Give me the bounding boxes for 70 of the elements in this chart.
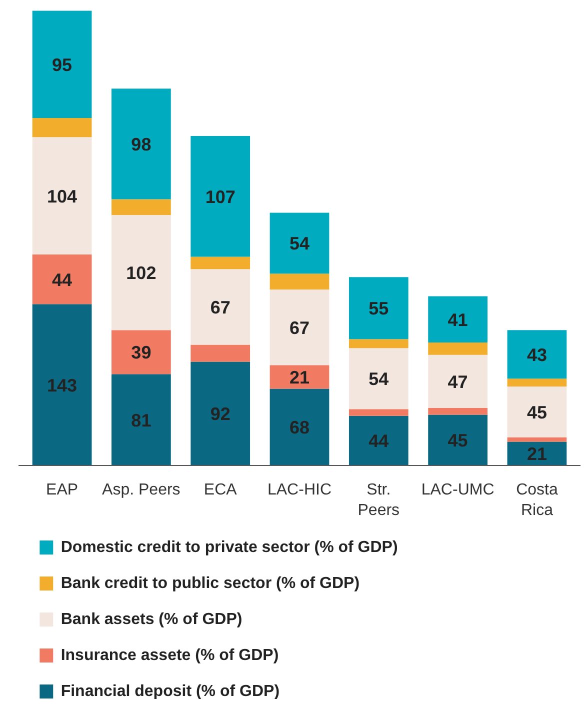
bar: [428, 296, 488, 343]
bar: [348, 416, 408, 466]
bar: [112, 199, 171, 216]
data-label: 104: [47, 186, 78, 206]
bar: [32, 254, 92, 304]
bar: [190, 256, 250, 270]
bar: [270, 274, 330, 290]
data-label: 67: [210, 297, 230, 318]
bar: [348, 339, 408, 348]
data-label: 102: [126, 263, 156, 284]
x-tick-label: EAP: [46, 482, 78, 498]
x-tick-label: Asp. Peers: [102, 482, 180, 498]
bar: [112, 215, 171, 330]
data-label: 45: [448, 430, 468, 451]
data-label: 143: [47, 375, 78, 396]
legend-label: Financial deposit (% of GDP): [60, 683, 280, 700]
data-label: 68: [289, 418, 310, 438]
bar: [507, 378, 567, 387]
bar: [32, 137, 92, 254]
bar: [270, 289, 330, 366]
bar: [348, 348, 408, 410]
data-label: 41: [448, 310, 468, 330]
bar: [32, 118, 92, 138]
data-label: 54: [368, 369, 389, 390]
legend-label: Domestic credit to private sector (% of GDP): [60, 539, 398, 556]
data-label: 21: [289, 367, 310, 388]
bar: [348, 277, 408, 340]
bar: [507, 330, 567, 379]
bar: [507, 386, 567, 438]
legend-label: Bank assets (% of GDP): [60, 611, 242, 628]
legend-label: Insurance assete (% of GDP): [60, 647, 279, 664]
bar: [32, 10, 92, 118]
bar: [112, 374, 171, 466]
data-label: 98: [131, 134, 152, 154]
data-label: 95: [52, 54, 72, 75]
bar: [112, 88, 171, 200]
x-tick-label: Str. Peers: [358, 482, 400, 519]
data-label: 44: [368, 431, 389, 452]
bar: [190, 136, 250, 257]
bar: [112, 330, 171, 374]
data-label: 44: [52, 270, 72, 290]
data-label: 21: [526, 444, 547, 464]
bar: [348, 409, 408, 416]
bar: [270, 365, 330, 389]
bar: [428, 354, 488, 408]
data-label: 92: [210, 404, 230, 424]
data-label: 67: [289, 318, 310, 338]
data-label: 43: [526, 344, 547, 365]
bar: [190, 362, 250, 466]
bar: [428, 342, 488, 355]
bar: [507, 437, 567, 442]
x-tick-label: Costa Rica: [516, 482, 558, 519]
bar: [270, 388, 330, 466]
x-tick-label: LAC-UMC: [421, 482, 494, 498]
data-label: 81: [131, 410, 152, 430]
bar: [270, 212, 330, 274]
data-label: 55: [368, 298, 389, 319]
bar: [428, 414, 488, 466]
bar: [428, 408, 488, 415]
x-tick-label: LAC-HIC: [267, 482, 332, 498]
data-label: 54: [289, 234, 310, 254]
data-label: 39: [131, 342, 152, 363]
data-label: 107: [205, 186, 236, 207]
bar: [32, 304, 92, 466]
data-label: 45: [526, 402, 547, 422]
legend-label: Bank credit to public sector (% of GDP): [60, 575, 360, 592]
bar: [190, 269, 250, 345]
bar: [190, 344, 250, 362]
data-label: 47: [448, 372, 468, 392]
x-tick-label: ECA: [204, 482, 238, 498]
